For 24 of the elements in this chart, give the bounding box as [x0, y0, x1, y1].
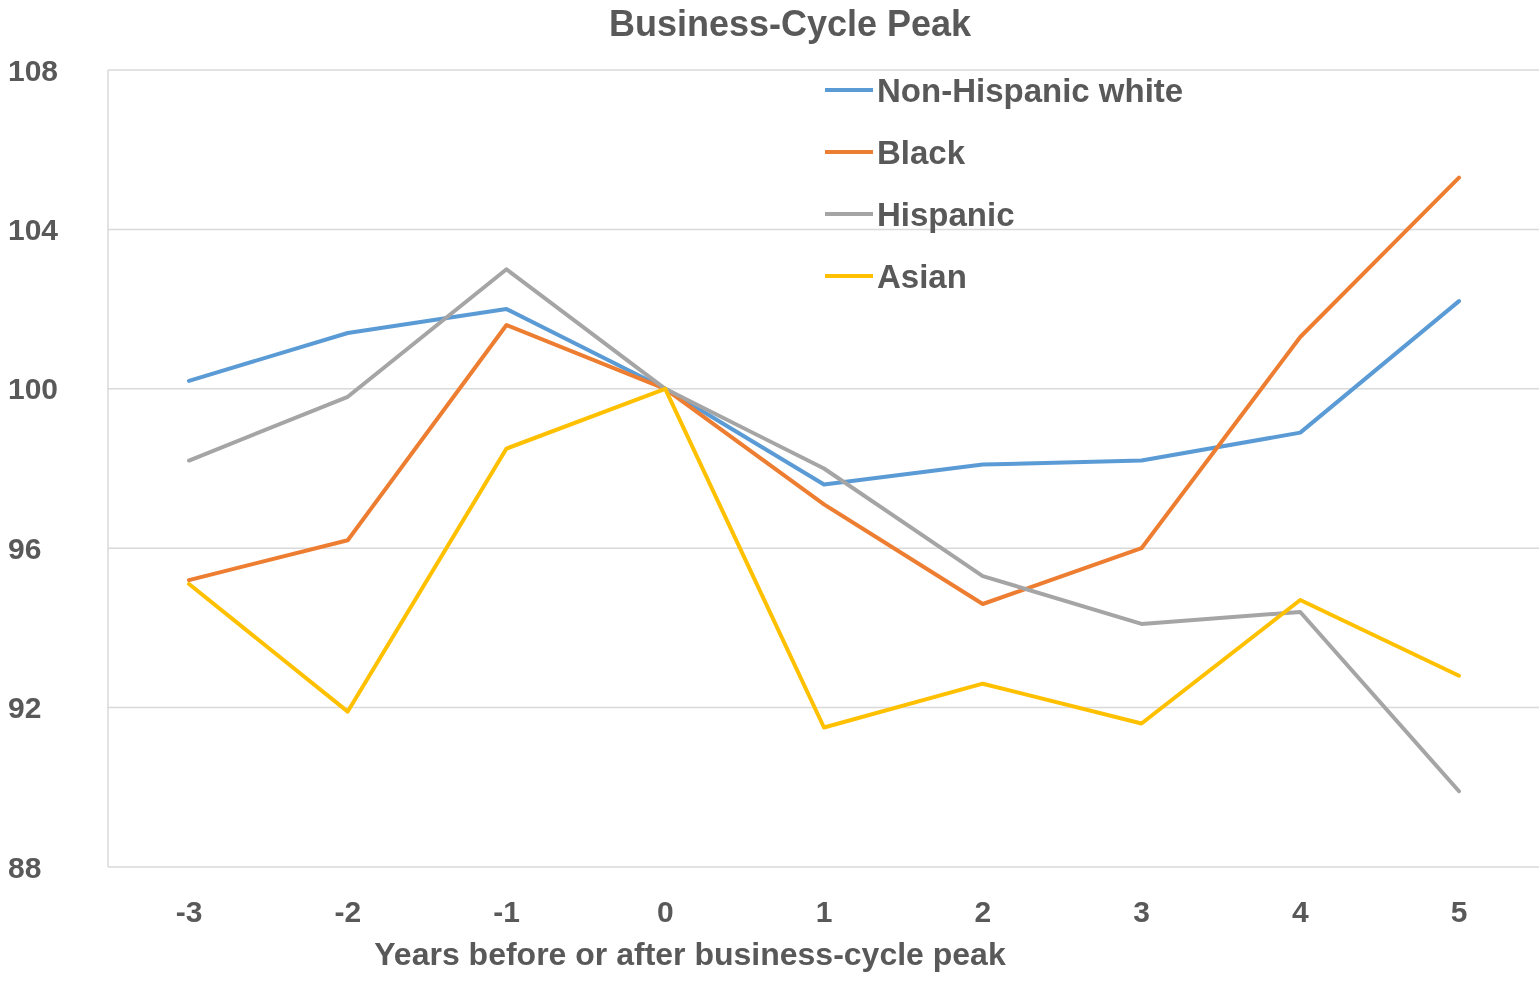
x-tick-label: -2 [334, 895, 362, 928]
x-axis-title: Years before or after business-cycle peak [374, 936, 1006, 972]
legend-label: Hispanic [877, 195, 1015, 233]
x-tick-label: 5 [1450, 895, 1468, 928]
legend-label: Black [877, 133, 966, 171]
y-tick-label: 104 [8, 212, 59, 246]
x-tick-label: 1 [815, 895, 833, 928]
y-tick-label: 92 [8, 691, 42, 725]
y-tick-label: 88 [8, 850, 42, 884]
y-tick-label: 108 [8, 53, 59, 87]
line-series [187, 386, 1461, 730]
x-tick-label: -3 [175, 895, 203, 928]
y-tick-label: 100 [8, 372, 59, 406]
x-tick-label: 3 [1133, 895, 1150, 928]
legend-label: Non-Hispanic white [877, 71, 1184, 109]
x-tick-label: 2 [974, 895, 992, 928]
x-tick-label: 4 [1291, 895, 1309, 928]
y-tick-label: 96 [8, 531, 42, 565]
line-series [187, 299, 1461, 487]
legend-label: Asian [877, 257, 967, 295]
x-tick-label: -1 [493, 895, 520, 928]
line-series [187, 175, 1461, 606]
chart-title: Business-Cycle Peak [608, 3, 973, 44]
x-tick-label: 0 [656, 895, 674, 928]
